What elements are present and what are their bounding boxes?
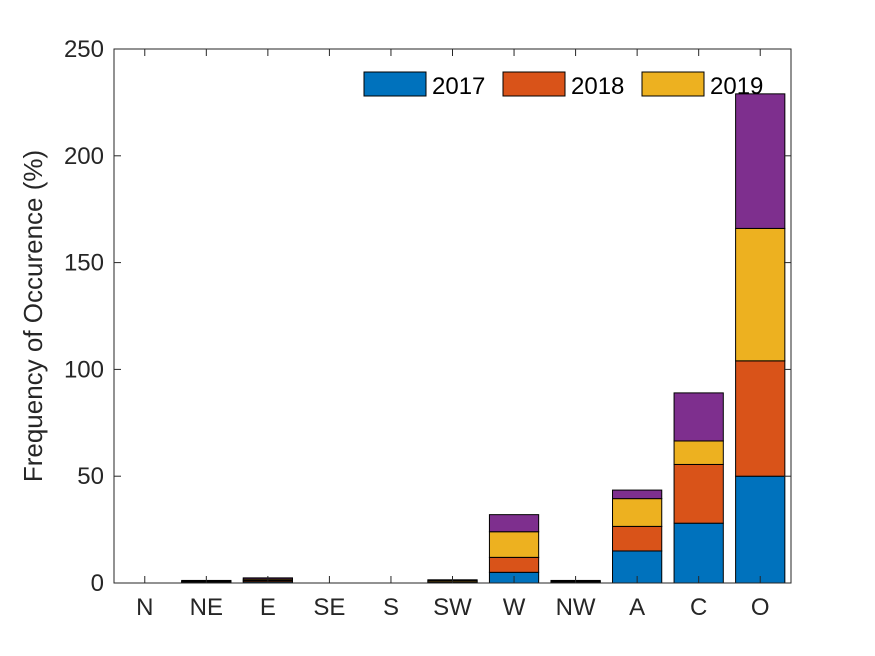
bar-segment-c-series-4 <box>673 392 724 442</box>
x-tick-label: O <box>751 594 770 621</box>
x-tick-label: NW <box>556 594 596 621</box>
legend-swatch <box>641 71 705 97</box>
y-axis-label: Frequency of Occurence (%) <box>18 150 48 482</box>
bar-segment-c-2018 <box>673 463 724 524</box>
x-tick-label: N <box>136 594 153 621</box>
y-tick-label: 250 <box>64 36 104 63</box>
bar-segment-a-series-4 <box>612 489 663 500</box>
bar-segment-c-2019 <box>673 440 724 465</box>
legend: 2017 2018 2019 <box>363 71 763 100</box>
x-tick-label: W <box>503 594 526 621</box>
x-tick-label: A <box>629 594 645 621</box>
bar-segment-w-2019 <box>488 531 540 558</box>
legend-label: 2017 <box>432 73 485 100</box>
bar-segment-o-2019 <box>735 227 786 362</box>
x-tick-label: C <box>690 594 707 621</box>
bar-segment-a-2019 <box>612 498 663 527</box>
bar-segment-o-series-4 <box>735 93 786 229</box>
bar-segment-c-2017 <box>673 522 724 584</box>
x-tick-label: SW <box>433 594 472 621</box>
y-tick-label: 50 <box>77 463 104 490</box>
x-axis: N NE E SE S SW W NW A C O <box>136 49 770 621</box>
bar-segment-o-2017 <box>735 475 786 584</box>
bar-segment-o-2018 <box>735 360 786 477</box>
y-tick-label: 150 <box>64 250 104 277</box>
y-tick-label: 0 <box>91 570 104 597</box>
y-tick-label: 100 <box>64 356 104 383</box>
y-axis: 0 50 100 150 200 250 <box>64 36 791 597</box>
legend-swatch <box>502 71 566 97</box>
y-tick-label: 200 <box>64 143 104 170</box>
legend-label: 2018 <box>571 73 624 100</box>
bar-segment-w-series-4 <box>488 514 540 533</box>
bar-segment-a-2018 <box>612 525 663 552</box>
x-tick-label: SE <box>313 594 345 621</box>
x-tick-label: S <box>383 594 399 621</box>
legend-swatch <box>363 71 427 97</box>
x-tick-label: NE <box>190 594 223 621</box>
legend-label: 2019 <box>710 73 763 100</box>
x-tick-label: E <box>260 594 276 621</box>
bar-segment-w-2018 <box>488 556 540 573</box>
